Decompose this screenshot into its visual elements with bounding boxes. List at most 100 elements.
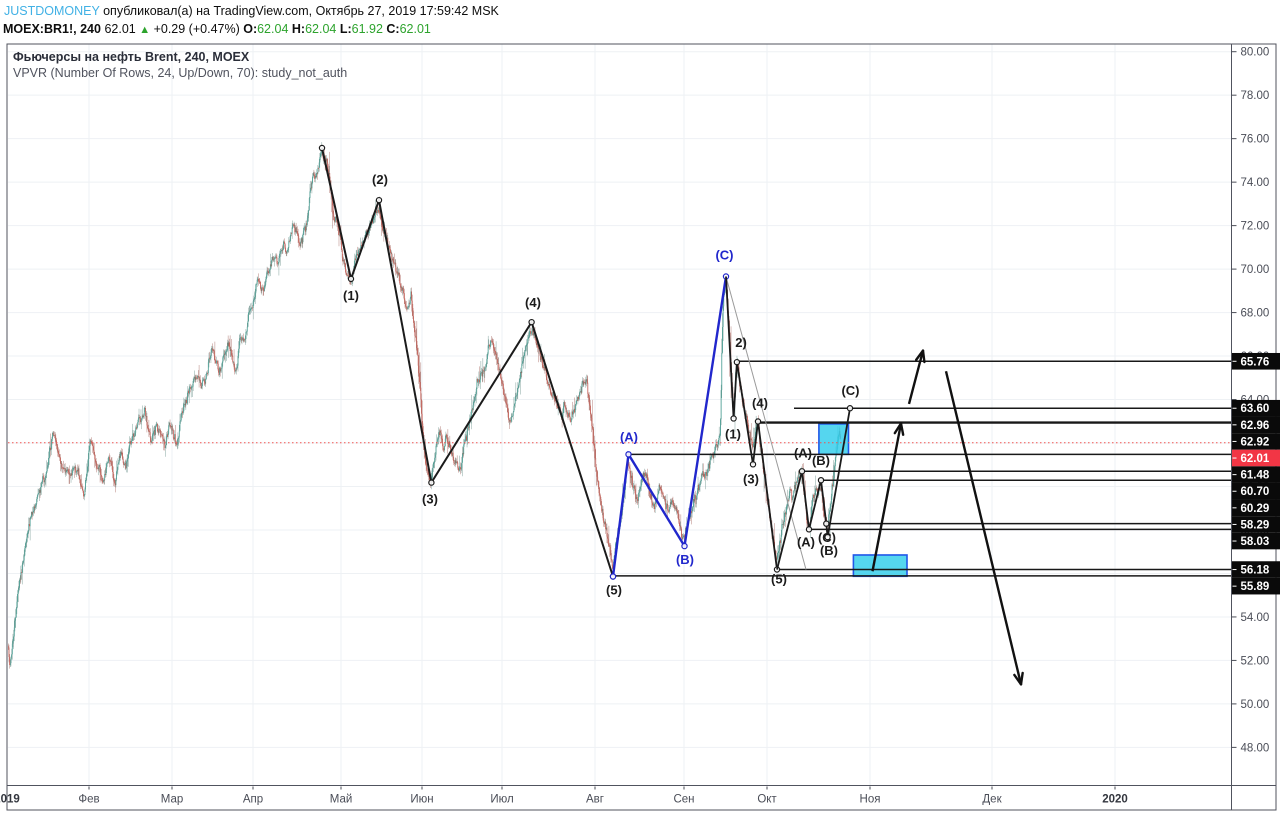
price-tick-label: 72.00 [1241,221,1270,233]
arrow-shaft[interactable] [946,371,1021,684]
blue-abc-marker[interactable] [610,574,615,579]
minor-black-correction-marker[interactable] [799,469,804,474]
major-black-impulse-label[interactable]: (4) [525,295,541,310]
price-level-axis-label: 55.89 [1232,578,1280,595]
ohlc-value: 62.04 [305,22,336,36]
axis-label-text: 63.60 [1241,403,1270,415]
publisher-name[interactable]: JUSTDOMONEY [4,4,100,18]
blue-abc-label[interactable]: (C) [715,247,733,262]
ohlc-key: L: [336,22,351,36]
price-level-axis-label: 60.29 [1232,500,1280,517]
minor-black-impulse-marker[interactable] [731,416,736,421]
minor-black-correction-marker[interactable] [806,527,811,532]
minor-black-impulse-label[interactable]: (1) [725,426,741,441]
axis-label-text: 58.29 [1241,519,1270,531]
ohlc-key: H: [288,22,305,36]
price-level-axis-label: 65.76 [1232,353,1280,370]
time-tick-label: Мар [161,794,184,806]
chart-title[interactable]: Фьючерсы на нефть Brent, 240, MOEX [13,50,250,64]
price-tick-label: 70.00 [1241,264,1270,276]
price-tick-label: 48.00 [1241,742,1270,754]
price-level-rays[interactable] [613,361,1232,576]
plot-area[interactable]: (1)(2)(3)(4)(5)(A)(B)(C)(1)2)(3)(4)(5)(A… [8,44,1232,786]
highlight-box[interactable] [853,555,907,576]
price-tick-label: 50.00 [1241,699,1270,711]
chart-borders [7,44,1276,810]
time-axis[interactable]: 2019ФевМарАпрМайИюнИюлАвгСенОктНояДек202… [0,786,1128,806]
price-tick-label: 78.00 [1241,90,1270,102]
minor-black-correction-marker[interactable] [818,478,823,483]
minor-black-correction-label[interactable]: (A) [797,534,815,549]
blue-abc-marker[interactable] [626,452,631,457]
major-black-impulse-marker[interactable] [429,480,434,485]
minor-black-impulse-marker[interactable] [734,360,739,365]
major-black-impulse-label[interactable]: (3) [422,492,438,507]
major-black-impulse-label[interactable]: (1) [343,288,359,303]
symbol-line: MOEX:BR1!, 240 62.01 ▲ +0.29 (+0.47%) O:… [3,22,431,36]
axis-label-text: 61.48 [1241,470,1270,482]
time-tick-label: Авг [586,794,604,806]
time-tick-label: Фев [78,794,99,806]
minor-black-impulse-marker[interactable] [755,419,760,424]
candle-wicks-up [10,142,839,667]
minor-black-correction-label[interactable]: (B) [812,453,830,468]
axis-label-text: 55.89 [1241,581,1270,593]
blue-abc-marker[interactable] [682,543,687,548]
ohlc-value: 62.01 [400,22,431,36]
price-tick-label: 80.00 [1241,47,1270,59]
time-tick-label: 2020 [1102,794,1128,806]
axis-label-text: 60.29 [1241,503,1270,515]
major-black-impulse-marker[interactable] [319,145,324,150]
minor-black-correction-marker[interactable] [824,521,829,526]
axis-label-text: 60.70 [1241,486,1270,498]
current-price-axis-label: 62.01 [1232,450,1280,467]
minor-black-correction-label[interactable]: (C) [841,383,859,398]
chart-legend[interactable]: Фьючерсы на нефть Brent, 240, MOEX VPVR (… [13,50,347,80]
minor-black-correction-marker[interactable] [847,406,852,411]
time-tick-label: Апр [243,794,263,806]
major-black-impulse-marker[interactable] [376,198,381,203]
blue-abc-line[interactable] [613,276,726,576]
major-black-impulse-label[interactable]: (2) [372,172,388,187]
ohlc-value: 62.04 [257,22,288,36]
ohlc-value: 61.92 [352,22,383,36]
axis-label-text: 62.92 [1241,436,1270,448]
projection-arrows[interactable] [873,351,1023,685]
price-tick-label: 76.00 [1241,134,1270,146]
last-price: 62.01 [104,22,135,36]
price-tick-label: 52.00 [1241,655,1270,667]
blue-abc-label[interactable]: (A) [620,429,638,444]
publish-line: JUSTDOMONEY опубликовал(а) на TradingVie… [4,4,499,18]
minor-black-impulse-label[interactable]: 2) [735,335,747,350]
minor-black-correction-label[interactable]: (B) [820,543,838,558]
axis-label-text: 62.96 [1241,420,1270,432]
major-black-impulse-label[interactable]: (5) [606,583,622,598]
minor-black-impulse-marker[interactable] [750,462,755,467]
major-black-impulse-marker[interactable] [529,320,534,325]
blue-abc-label[interactable]: (B) [676,552,694,567]
ohlc-values: O:62.04 H:62.04 L:61.92 C:62.01 [240,22,431,36]
price-level-axis-label: 58.29 [1232,516,1280,533]
grid-lines [8,44,1232,786]
major-black-impulse-line[interactable] [322,148,613,576]
major-black-impulse-marker[interactable] [348,276,353,281]
minor-black-correction-label[interactable]: (A) [794,445,812,460]
axis-label-text: 62.01 [1241,453,1270,465]
minor-black-impulse-label[interactable]: (3) [743,471,759,486]
candlesticks [8,142,841,669]
price-tick-label: 54.00 [1241,612,1270,624]
price-change: +0.29 (+0.47%) [154,22,240,36]
time-tick-label: Сен [673,794,694,806]
minor-black-impulse-label[interactable]: (4) [752,395,768,410]
publish-info: опубликовал(а) на TradingView.com, Октяб… [100,4,499,18]
price-level-axis-label: 61.48 [1232,466,1280,483]
price-axis[interactable]: 48.0050.0052.0054.0056.0058.0060.0062.00… [1232,47,1280,755]
chart-indicator-title[interactable]: VPVR (Number Of Rows, 24, Up/Down, 70): … [13,66,347,80]
minor-black-impulse-label[interactable]: (5) [771,572,787,587]
price-level-axis-label: 63.60 [1232,400,1280,417]
symbol-name: MOEX:BR1!, 240 [3,22,101,36]
arrow-shaft[interactable] [873,423,902,571]
time-tick-label: Май [330,794,353,806]
